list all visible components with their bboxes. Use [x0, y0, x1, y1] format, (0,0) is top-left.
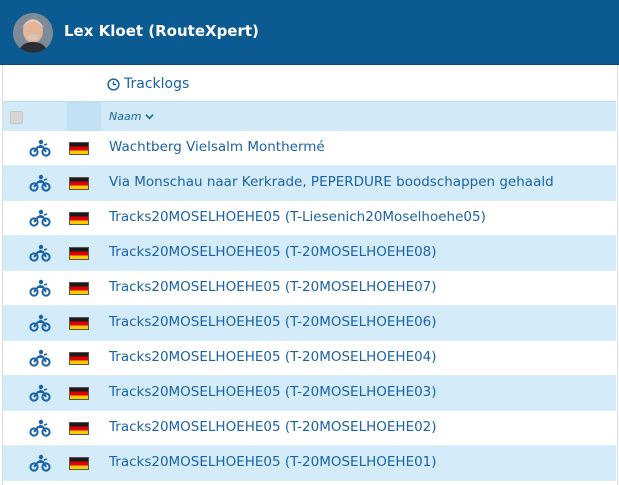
content-frame: [2, 65, 618, 485]
tracklog-name-link[interactable]: Tracks20MOSELHOEHE05 (T-20MOSELHOEHE08): [109, 244, 437, 260]
clock-icon: [107, 77, 120, 91]
motorcycle-icon: [29, 244, 51, 262]
user-photo-icon: [13, 13, 53, 53]
table-row[interactable]: Tracks20MOSELHOEHE05 (T-20MOSELHOEHE07): [3, 271, 616, 306]
germany-flag-icon: [69, 457, 89, 470]
table-row[interactable]: Tracks20MOSELHOEHE05 (T-20MOSELHOEHE03): [3, 376, 616, 411]
chevron-down-icon: [145, 114, 155, 120]
table-row[interactable]: Wachtberg Vielsalm Monthermé: [3, 131, 616, 166]
motorcycle-icon: [29, 174, 51, 192]
tracklog-name-link[interactable]: Tracks20MOSELHOEHE05 (T-Liesenich20Mosel…: [109, 209, 486, 225]
flag-column-header: [67, 102, 101, 132]
tracklog-name-link[interactable]: Tracks20MOSELHOEHE05 (T-20MOSELHOEHE01): [109, 454, 437, 470]
germany-flag-icon: [69, 317, 89, 330]
table-row[interactable]: Tracks20MOSELHOEHE05 (T-20MOSELHOEHE06): [3, 306, 616, 341]
germany-flag-icon: [69, 212, 89, 225]
select-all-checkbox[interactable]: [10, 111, 23, 124]
table-row[interactable]: Tracks20MOSELHOEHE05 (T-Liesenich20Mosel…: [3, 201, 616, 236]
germany-flag-icon: [69, 282, 89, 295]
germany-flag-icon: [69, 177, 89, 190]
table-row[interactable]: Tracks20MOSELHOEHE05 (T-20MOSELHOEHE01): [3, 446, 616, 481]
tracklog-name-link[interactable]: Via Monschau naar Kerkrade, PEPERDURE bo…: [109, 174, 554, 190]
table-row[interactable]: Tracks20MOSELHOEHE05 (T-20MOSELHOEHE02): [3, 411, 616, 446]
germany-flag-icon: [69, 142, 89, 155]
sort-by-name-button[interactable]: Naam: [109, 110, 155, 123]
table-row[interactable]: Tracks20MOSELHOEHE05 (T-20MOSELHOEHE08): [3, 236, 616, 271]
germany-flag-icon: [69, 352, 89, 365]
motorcycle-icon: [29, 384, 51, 402]
tracklogs-label: Tracklogs: [124, 76, 190, 92]
germany-flag-icon: [69, 247, 89, 260]
motorcycle-icon: [29, 139, 51, 157]
motorcycle-icon: [29, 454, 51, 472]
table-header: Naam: [3, 101, 616, 133]
tracklogs-title[interactable]: Tracklogs: [107, 74, 189, 94]
germany-flag-icon: [69, 422, 89, 435]
motorcycle-icon: [29, 314, 51, 332]
tracklog-list: Wachtberg Vielsalm Monthermé Via Monschau…: [3, 131, 616, 481]
table-row[interactable]: Via Monschau naar Kerkrade, PEPERDURE bo…: [3, 166, 616, 201]
tracklog-name-link[interactable]: Tracks20MOSELHOEHE05 (T-20MOSELHOEHE03): [109, 384, 437, 400]
app-header: Lex Kloet (RouteXpert): [0, 0, 619, 65]
avatar[interactable]: [13, 13, 53, 53]
name-column-label: Naam: [109, 110, 142, 123]
tracklog-name-link[interactable]: Tracks20MOSELHOEHE05 (T-20MOSELHOEHE02): [109, 419, 437, 435]
tracklog-name-link[interactable]: Tracks20MOSELHOEHE05 (T-20MOSELHOEHE04): [109, 349, 437, 365]
tracklog-name-link[interactable]: Tracks20MOSELHOEHE05 (T-20MOSELHOEHE06): [109, 314, 437, 330]
table-row[interactable]: Tracks20MOSELHOEHE05 (T-20MOSELHOEHE04): [3, 341, 616, 376]
tracklog-name-link[interactable]: Tracks20MOSELHOEHE05 (T-20MOSELHOEHE07): [109, 279, 437, 295]
motorcycle-icon: [29, 209, 51, 227]
motorcycle-icon: [29, 349, 51, 367]
motorcycle-icon: [29, 419, 51, 437]
motorcycle-icon: [29, 279, 51, 297]
germany-flag-icon: [69, 387, 89, 400]
tracklog-name-link[interactable]: Wachtberg Vielsalm Monthermé: [109, 139, 325, 155]
user-name[interactable]: Lex Kloet (RouteXpert): [64, 22, 259, 40]
